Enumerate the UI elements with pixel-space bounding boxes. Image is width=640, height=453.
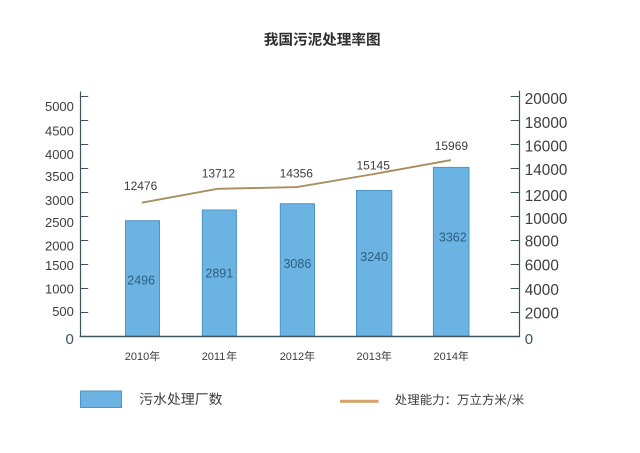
svg-text:2891: 2891 — [205, 266, 233, 280]
svg-text:1500: 1500 — [45, 258, 74, 273]
svg-text:3500: 3500 — [45, 169, 74, 184]
svg-text:15969: 15969 — [435, 139, 469, 153]
svg-text:4000: 4000 — [525, 282, 559, 299]
svg-text:2000: 2000 — [45, 239, 74, 254]
svg-text:14000: 14000 — [525, 162, 568, 179]
svg-text:16000: 16000 — [525, 139, 568, 156]
svg-text:20000: 20000 — [525, 91, 568, 108]
svg-text:12476: 12476 — [124, 179, 158, 193]
svg-text:2496: 2496 — [127, 274, 155, 288]
svg-text:3362: 3362 — [439, 231, 467, 245]
svg-text:8000: 8000 — [525, 234, 559, 251]
svg-text:2013: 2013 — [357, 351, 381, 363]
svg-text:12000: 12000 — [525, 188, 568, 205]
svg-text:0: 0 — [525, 331, 533, 348]
svg-text:2012: 2012 — [280, 351, 304, 363]
svg-text:13712: 13712 — [202, 167, 236, 181]
svg-text:4000: 4000 — [45, 147, 74, 162]
svg-text:3240: 3240 — [360, 250, 388, 264]
svg-text:2014: 2014 — [434, 351, 458, 363]
svg-text:4500: 4500 — [45, 123, 74, 138]
svg-text:14356: 14356 — [280, 167, 314, 181]
svg-text:2010: 2010 — [125, 351, 149, 363]
svg-text:2011: 2011 — [202, 351, 226, 363]
svg-text:5000: 5000 — [45, 99, 74, 114]
svg-text:15145: 15145 — [357, 158, 391, 172]
svg-text:6000: 6000 — [525, 258, 559, 275]
svg-text:2500: 2500 — [45, 215, 74, 230]
svg-text:10000: 10000 — [525, 211, 568, 228]
svg-text:3000: 3000 — [45, 193, 74, 208]
svg-text:3086: 3086 — [283, 257, 311, 271]
svg-text:0: 0 — [66, 331, 74, 348]
svg-text:18000: 18000 — [525, 115, 568, 132]
svg-text:1000: 1000 — [45, 282, 74, 297]
svg-text:2000: 2000 — [525, 306, 559, 323]
svg-text:500: 500 — [52, 304, 74, 319]
